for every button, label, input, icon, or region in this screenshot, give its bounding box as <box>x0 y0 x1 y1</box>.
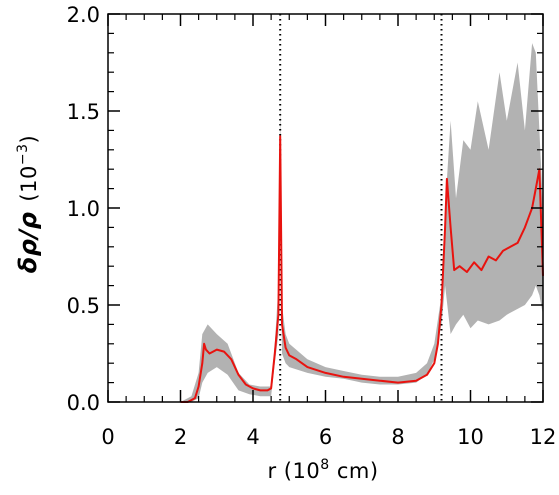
y-axis-label-unit-prefix: (10 <box>17 165 41 201</box>
x-tick-label: 8 <box>391 425 404 449</box>
y-tick-label: 2.0 <box>67 3 100 27</box>
x-axis-label-exponent: 8 <box>320 457 329 473</box>
uncertainty-band <box>180 43 543 402</box>
uncertainty-band-layer <box>180 43 543 402</box>
mean-line <box>180 135 544 403</box>
y-tick-label: 0.5 <box>67 294 100 318</box>
x-tick-label: 2 <box>174 425 187 449</box>
mean-line-layer <box>180 135 544 403</box>
y-axis-label: δρ/ρ (10−3) <box>14 135 42 273</box>
axes-layer: 0 2 4 6 8 10 12 0.0 0.5 1.0 1.5 2.0 <box>67 3 557 449</box>
x-tick-label: 10 <box>457 425 484 449</box>
y-tick-label: 1.0 <box>67 197 100 221</box>
y-tick-label: 0.0 <box>67 391 100 415</box>
reference-lines-layer <box>279 14 443 402</box>
y-axis-label-quantity: δρ/ρ <box>14 212 42 274</box>
x-tick-label: 6 <box>319 425 332 449</box>
x-tick-label: 4 <box>246 425 259 449</box>
x-axis-label-prefix: r (10 <box>267 459 320 483</box>
y-tick-label: 1.5 <box>67 100 100 124</box>
x-axis-label-suffix: cm) <box>330 459 379 483</box>
axis-labels-layer: r (108 cm) δρ/ρ (10−3) <box>14 135 378 483</box>
y-axis-label-unit-exponent: −3 <box>15 144 31 166</box>
x-axis-label: r (108 cm) <box>267 457 378 483</box>
x-tick-label: 0 <box>101 425 114 449</box>
x-tick-label: 12 <box>530 425 557 449</box>
y-axis-label-unit-suffix: ) <box>17 135 41 144</box>
